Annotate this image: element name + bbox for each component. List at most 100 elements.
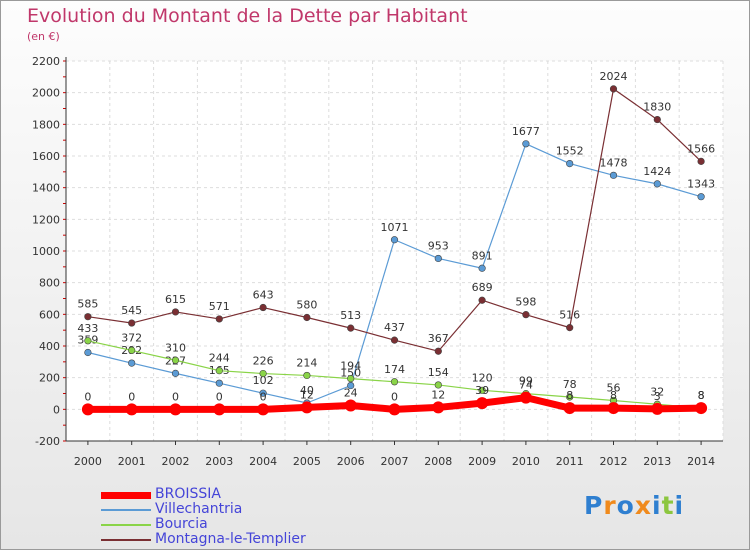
- data-point: [478, 296, 486, 304]
- data-label: 74: [519, 379, 533, 392]
- series-villechantria: 3592922271651024015010719538911677155214…: [77, 125, 715, 407]
- data-point: [609, 171, 618, 179]
- data-label: 102: [253, 374, 274, 387]
- y-tick-label: 1400: [32, 182, 60, 195]
- data-label: 214: [296, 356, 317, 369]
- data-point: [653, 115, 661, 124]
- data-point: [347, 381, 355, 390]
- data-point: [607, 402, 620, 415]
- data-point: [697, 157, 705, 165]
- data-point: [432, 401, 445, 414]
- x-tick-label: 2004: [249, 455, 277, 468]
- data-point: [434, 347, 442, 355]
- y-tick-label: -200: [35, 435, 60, 448]
- data-label: 12: [431, 388, 445, 401]
- data-label: 99: [519, 375, 533, 388]
- data-label: 580: [296, 299, 317, 312]
- x-tick-label: 2013: [643, 455, 671, 468]
- legend-label: Villechantria: [155, 501, 243, 517]
- data-point: [695, 402, 708, 415]
- data-point: [522, 311, 530, 319]
- y-tick-label: 1000: [32, 245, 60, 258]
- data-label: 8: [566, 389, 573, 402]
- chart-title: Evolution du Montant de la Dette par Hab…: [27, 5, 468, 27]
- legend-swatch: [101, 509, 151, 511]
- legend-label: Montagna-le-Templier: [155, 531, 306, 547]
- legend-item: Bourcia: [101, 517, 361, 532]
- data-label: 244: [209, 352, 230, 365]
- y-tick-label: 400: [39, 340, 60, 353]
- data-point: [171, 356, 180, 364]
- data-point: [259, 303, 267, 312]
- data-point: [347, 375, 355, 383]
- data-label: 1830: [643, 101, 671, 114]
- y-tick-label: 200: [39, 372, 60, 385]
- x-tick-label: 2005: [293, 455, 321, 468]
- y-tick-label: 800: [39, 277, 60, 290]
- data-label: 516: [559, 309, 580, 322]
- series-montagna-le-templier: 585 545 615 571 643 580 513 437 367 689 598 516 2024…: [77, 70, 715, 355]
- x-tick-label: 2003: [205, 455, 233, 468]
- chart-legend: BROISSIA Villechantria Bourcia Montagna-le-…: [101, 487, 361, 547]
- data-label: 571: [209, 300, 230, 313]
- data-point: [390, 336, 399, 344]
- data-point: [697, 193, 705, 201]
- data-point: [390, 236, 399, 244]
- data-label: 953: [428, 239, 449, 252]
- data-label: 643: [253, 289, 274, 302]
- data-label: 598: [515, 296, 536, 309]
- data-point: [169, 403, 182, 416]
- data-label: 0: [260, 390, 267, 403]
- data-point: [434, 254, 442, 263]
- data-label: 1677: [512, 125, 540, 138]
- y-tick-label: 600: [39, 308, 60, 321]
- proxiti-logo: Proxiti: [584, 491, 685, 520]
- data-label: 3: [654, 390, 661, 403]
- data-point: [259, 389, 267, 397]
- legend-swatch: [101, 524, 151, 526]
- data-point: [213, 403, 226, 416]
- data-label: 1566: [687, 142, 715, 155]
- data-label: 513: [340, 309, 361, 322]
- series-broissia: 0 0 0 0 0 12 24 0 12 39 74 8 8 3 8: [81, 379, 708, 416]
- data-point: [566, 160, 574, 168]
- data-label: 437: [384, 321, 405, 334]
- data-point: [566, 393, 574, 401]
- data-point: [609, 85, 618, 93]
- data-point: [347, 324, 355, 332]
- data-label: 0: [128, 390, 135, 403]
- data-point: [84, 313, 92, 321]
- data-point: [81, 403, 94, 416]
- data-label: 12: [300, 388, 314, 401]
- data-label: 310: [165, 341, 186, 354]
- x-tick-label: 2009: [468, 455, 496, 468]
- data-point: [478, 386, 486, 394]
- data-label: 2024: [600, 70, 628, 83]
- y-tick-label: 1600: [32, 150, 60, 163]
- data-label: 56: [607, 381, 621, 394]
- data-label: 78: [563, 378, 577, 391]
- data-label: 1424: [643, 165, 671, 178]
- y-tick-label: 0: [53, 403, 60, 416]
- data-point: [566, 324, 574, 332]
- data-point: [257, 403, 270, 416]
- data-point: [171, 308, 180, 316]
- data-point: [390, 378, 399, 386]
- y-tick-label: 2000: [32, 87, 60, 100]
- data-point: [259, 369, 267, 378]
- data-label: 0: [216, 390, 223, 403]
- data-label: 367: [428, 332, 449, 345]
- y-tick-label: 1800: [32, 118, 60, 131]
- data-point: [128, 346, 136, 355]
- data-label: 8: [698, 389, 705, 402]
- data-label: 120: [472, 371, 493, 384]
- data-point: [478, 264, 486, 272]
- chart-subtitle: (en €): [27, 30, 60, 43]
- data-label: 1071: [381, 221, 409, 234]
- data-label: 174: [384, 363, 405, 376]
- data-label: 0: [172, 390, 179, 403]
- legend-label: Bourcia: [155, 516, 208, 532]
- x-tick-label: 2014: [687, 455, 715, 468]
- data-point: [344, 399, 357, 412]
- data-point: [215, 367, 223, 375]
